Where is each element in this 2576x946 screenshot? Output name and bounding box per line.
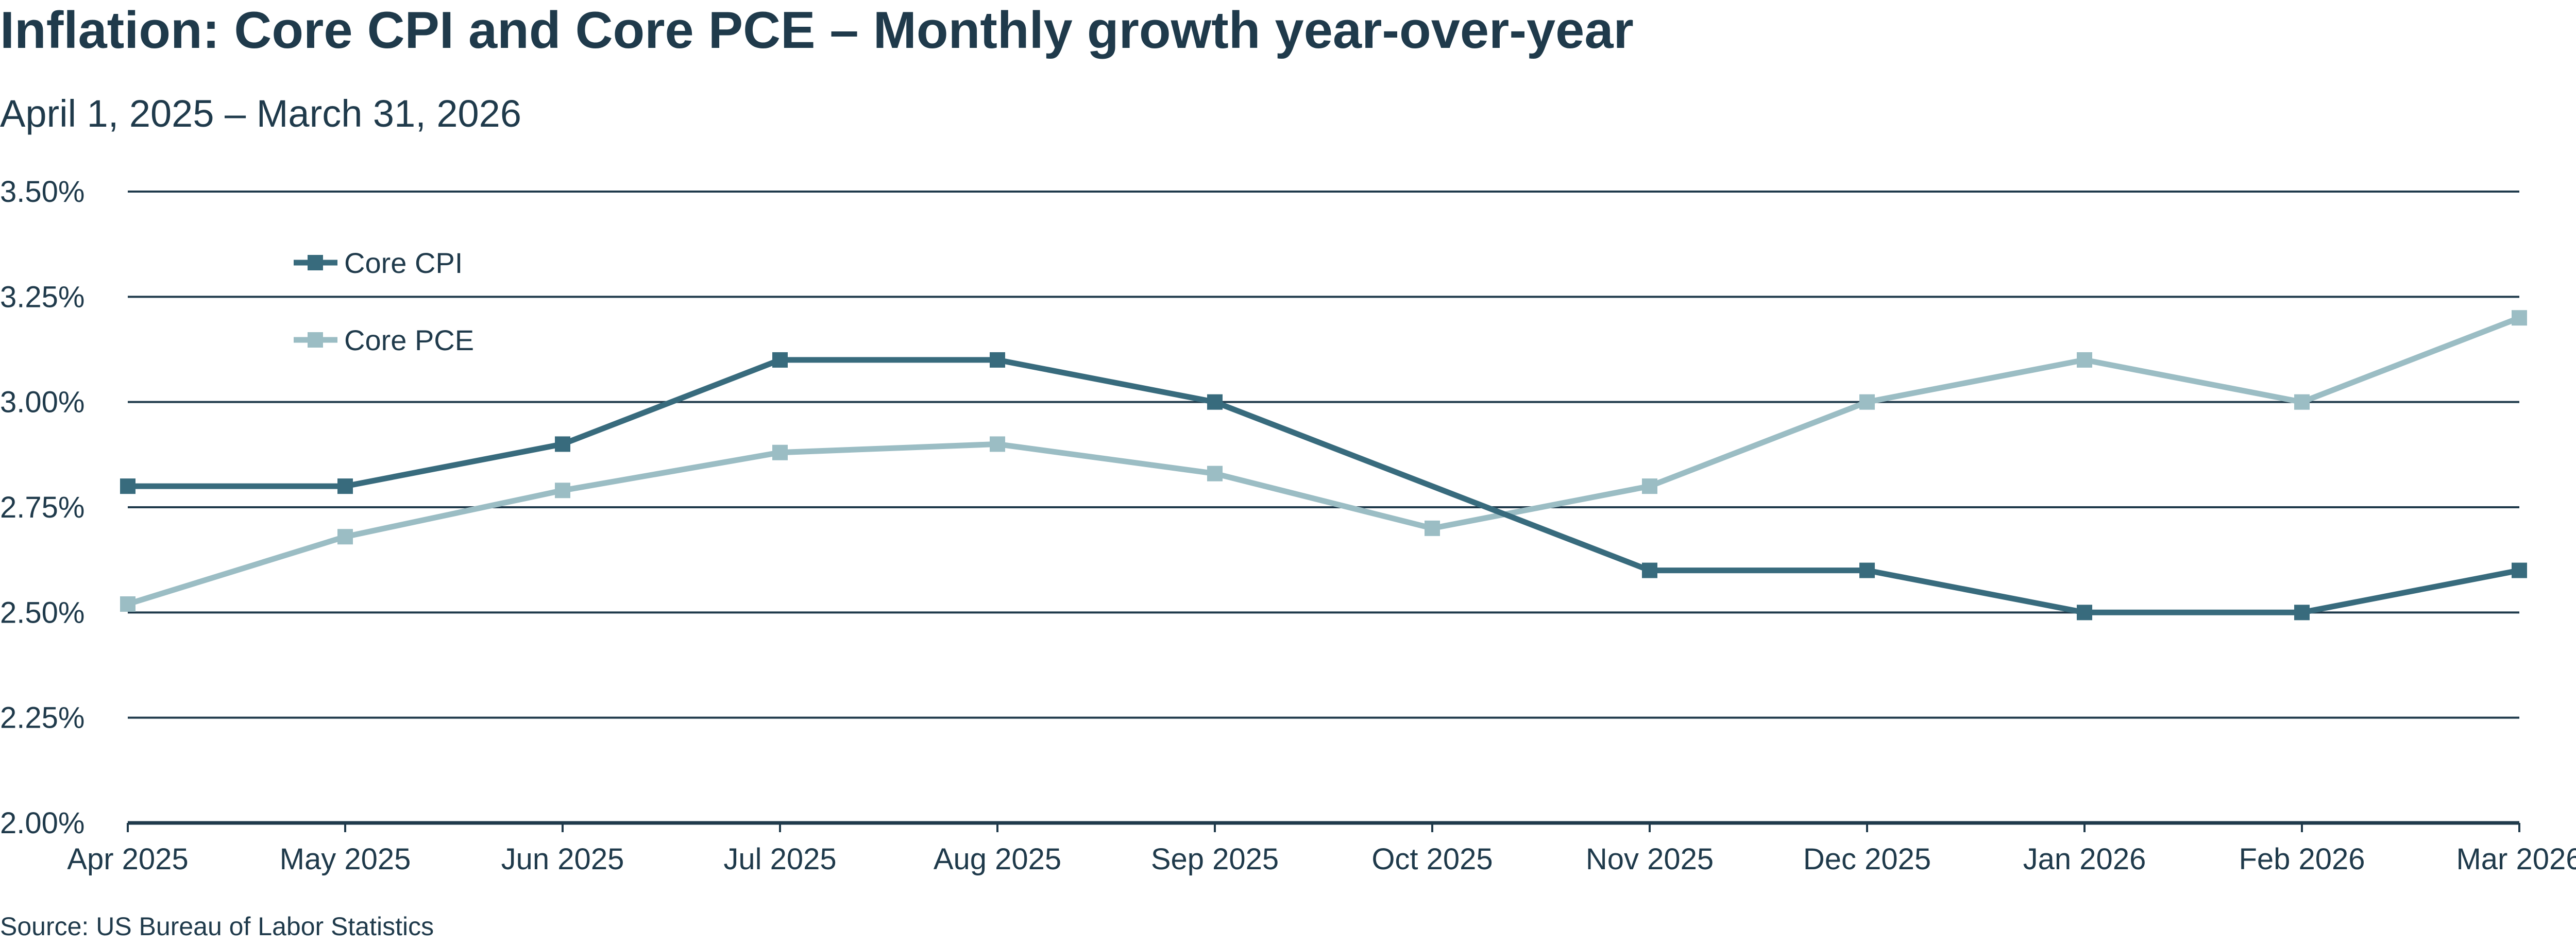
data-point xyxy=(2294,394,2310,410)
data-point xyxy=(120,478,135,494)
x-tick-label: May 2025 xyxy=(280,842,411,876)
x-tick-label: Aug 2025 xyxy=(934,842,1061,876)
x-tick-label: Sep 2025 xyxy=(1151,842,1279,876)
data-point xyxy=(1425,520,1440,536)
legend-swatch-marker xyxy=(308,255,323,270)
x-tick-label: Oct 2025 xyxy=(1371,842,1493,876)
data-point xyxy=(1642,562,1657,578)
data-point xyxy=(1642,478,1657,494)
series-line xyxy=(125,315,2522,607)
legend-item: Core CPI xyxy=(294,247,463,279)
data-point xyxy=(555,483,570,498)
data-point xyxy=(772,352,788,368)
x-tick-label: Jan 2026 xyxy=(2023,842,2146,876)
x-tick-label: Apr 2025 xyxy=(67,842,188,876)
x-tick-label: Jun 2025 xyxy=(501,842,624,876)
y-tick-label: 3.00% xyxy=(0,386,84,419)
legend-item: Core PCE xyxy=(294,324,474,356)
data-point xyxy=(1859,394,1875,410)
data-point xyxy=(990,352,1005,368)
legend-label: Core PCE xyxy=(344,324,474,356)
y-tick-label: 3.50% xyxy=(0,175,84,209)
data-point xyxy=(990,436,1005,452)
series-core-cpi xyxy=(120,352,2527,621)
legend: Core CPI Core PCE xyxy=(294,247,474,356)
series-core-pce xyxy=(120,310,2527,612)
legend-swatch-marker xyxy=(308,332,323,348)
data-point xyxy=(2294,605,2310,621)
series-line xyxy=(125,357,2522,615)
data-point xyxy=(120,596,135,612)
data-point xyxy=(337,529,353,545)
data-point xyxy=(2077,605,2092,621)
y-tick-label: 3.25% xyxy=(0,280,84,314)
axes: 2.00% 2.25% 2.50% 2.75% 3.00% 3.25% 3.50% Apr 2… xyxy=(0,175,2576,876)
y-tick-label: 2.00% xyxy=(0,806,84,840)
chart-title: Inflation: Core CPI and Core PCE – Month… xyxy=(0,2,1634,59)
y-tick-label: 2.50% xyxy=(0,596,84,629)
data-point xyxy=(555,436,570,452)
y-tick-label: 2.25% xyxy=(0,701,84,735)
x-tick-label: Jul 2025 xyxy=(723,842,836,876)
legend-label: Core CPI xyxy=(344,247,463,279)
x-tick-label: Nov 2025 xyxy=(1586,842,1714,876)
y-tick-label: 2.75% xyxy=(0,491,84,524)
data-point xyxy=(1859,562,1875,578)
data-point xyxy=(2077,352,2092,368)
x-tick-label: Dec 2025 xyxy=(1803,842,1931,876)
x-tick-label: Feb 2026 xyxy=(2239,842,2365,876)
data-point xyxy=(337,478,353,494)
source-note: Source: US Bureau of Labor Statistics xyxy=(0,912,434,941)
chart-subtitle: April 1, 2025 – March 31, 2026 xyxy=(0,92,521,135)
data-point xyxy=(1207,394,1223,410)
x-tick-label: Mar 2026 xyxy=(2456,842,2576,876)
data-point xyxy=(772,444,788,460)
data-point xyxy=(2512,310,2527,326)
series-lines xyxy=(120,310,2527,621)
data-point xyxy=(2512,562,2527,578)
data-point xyxy=(1207,466,1223,481)
